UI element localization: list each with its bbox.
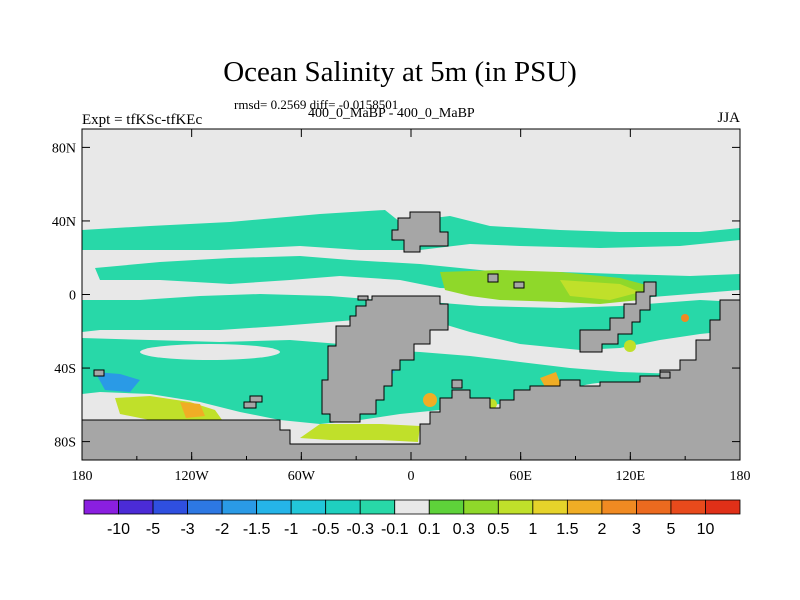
land-north-island bbox=[391, 211, 449, 253]
colorbar-label: -0.5 bbox=[312, 521, 340, 538]
map-plot-area bbox=[82, 129, 740, 460]
chart-subtitle: 400_0_MaBP - 400_0_MaBP bbox=[308, 106, 475, 121]
colorbar-label: 0.3 bbox=[453, 521, 475, 538]
colorbar-swatch bbox=[152, 499, 188, 515]
colorbar-swatch bbox=[290, 499, 327, 515]
colorbar-label: 10 bbox=[697, 521, 715, 538]
colorbar-swatch bbox=[497, 499, 534, 515]
axis-labels: 180 120W 60W 0 60E 120E 180 80N 40N 0 40S 80S bbox=[52, 141, 751, 484]
land-antarctica bbox=[82, 299, 740, 460]
colorbar-label: 2 bbox=[597, 521, 606, 538]
x-tick-label: 0 bbox=[408, 469, 415, 484]
y-tick-label: 40S bbox=[54, 362, 76, 377]
colorbar-label: -0.3 bbox=[346, 521, 374, 538]
colorbar-label: 5 bbox=[666, 521, 675, 538]
x-tick-label: 180 bbox=[72, 469, 93, 484]
colorbar-swatch bbox=[670, 499, 706, 515]
colorbar-swatch bbox=[428, 499, 465, 515]
y-tick-label: 80S bbox=[54, 436, 76, 451]
colorbar-label: -1 bbox=[284, 521, 298, 538]
colorbar-label: 0.1 bbox=[418, 521, 440, 538]
x-tick-label: 180 bbox=[730, 469, 751, 484]
colorbar-label: 1.5 bbox=[556, 521, 578, 538]
colorbar-label: -3 bbox=[180, 521, 194, 538]
colorbar-swatch bbox=[256, 499, 292, 515]
salinity-high-south-pacific bbox=[115, 396, 225, 426]
colorbar-label: 3 bbox=[632, 521, 641, 538]
colorbar-swatch bbox=[636, 499, 672, 515]
neutral-gap bbox=[140, 344, 280, 360]
x-tick-label: 60W bbox=[288, 469, 316, 484]
salinity-band-equatorial bbox=[82, 294, 740, 350]
x-tick-label: 120E bbox=[616, 469, 646, 484]
salinity-high-spot bbox=[681, 314, 689, 322]
stats-line: rmsd= 0.2569 diff= -0.0158501 bbox=[234, 97, 399, 112]
chart-title: Ocean Salinity at 5m (in PSU) bbox=[223, 56, 577, 88]
colorbar-swatch bbox=[394, 499, 430, 515]
salinity-high-spot bbox=[423, 393, 437, 407]
experiment-label: Expt = tfKSc-tfKEc bbox=[82, 112, 203, 128]
colorbar-label: -5 bbox=[146, 521, 160, 538]
x-tick-label: 60E bbox=[509, 469, 532, 484]
salinity-high-tropics-core bbox=[560, 280, 640, 300]
colorbar-swatch bbox=[705, 499, 741, 515]
land-south-america bbox=[321, 295, 449, 423]
colorbar-swatch bbox=[359, 499, 396, 515]
colorbar-swatch bbox=[83, 499, 119, 515]
salinity-high-spot bbox=[624, 340, 636, 352]
salinity-low-pacific bbox=[95, 372, 140, 392]
colorbar-swatch bbox=[463, 499, 499, 515]
colorbar-label: -2 bbox=[215, 521, 229, 538]
land-small-islands bbox=[93, 273, 671, 409]
colorbar-swatch bbox=[325, 499, 361, 515]
land-tropical-continent bbox=[579, 281, 657, 353]
colorbar-swatch bbox=[532, 499, 568, 515]
colorbar-swatch bbox=[601, 499, 637, 515]
x-tick-label: 120W bbox=[175, 469, 210, 484]
colorbar-swatch bbox=[221, 499, 258, 515]
season-label: JJA bbox=[717, 110, 740, 126]
y-tick-label: 0 bbox=[69, 289, 76, 304]
colorbar-label: 1 bbox=[528, 521, 537, 538]
salinity-high-weddell bbox=[300, 424, 420, 442]
land-masses bbox=[82, 211, 740, 460]
colorbar-swatch bbox=[566, 499, 603, 515]
y-tick-label: 40N bbox=[52, 215, 76, 230]
colorbar-label: -0.1 bbox=[381, 521, 409, 538]
y-tick-label: 80N bbox=[52, 141, 76, 156]
salinity-high-south-pacific-core bbox=[180, 402, 205, 418]
colorbar-label: -1.5 bbox=[243, 521, 271, 538]
colorbar-swatch bbox=[187, 499, 223, 515]
axis-ticks bbox=[81, 129, 741, 460]
colorbar-label: 0.5 bbox=[487, 521, 509, 538]
colorbar: -10 -5 -3 -2 -1.5 -1 -0.5 -0.3 -0.1 0.1 0.3 0.5 1 1.5… bbox=[83, 499, 741, 538]
colorbar-label: -10 bbox=[107, 521, 130, 538]
colorbar-swatch bbox=[118, 499, 154, 515]
